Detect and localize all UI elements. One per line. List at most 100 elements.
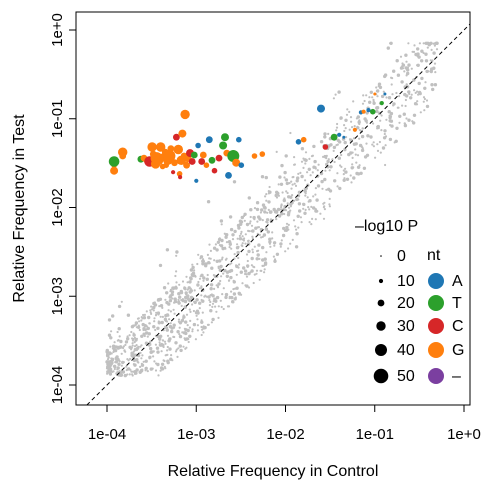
background-point bbox=[295, 179, 299, 183]
significant-point bbox=[342, 135, 346, 139]
background-point bbox=[308, 208, 311, 211]
background-point bbox=[263, 206, 267, 210]
background-point bbox=[360, 148, 365, 153]
background-point bbox=[124, 343, 127, 346]
background-point bbox=[285, 225, 289, 230]
background-point bbox=[177, 292, 181, 296]
size-legend-symbol bbox=[380, 255, 382, 257]
background-point bbox=[246, 265, 249, 268]
background-point bbox=[267, 200, 271, 204]
background-point bbox=[298, 209, 302, 213]
background-point bbox=[280, 204, 283, 207]
background-point bbox=[422, 96, 426, 99]
background-point bbox=[140, 344, 143, 347]
background-point bbox=[184, 291, 188, 295]
background-point bbox=[255, 269, 259, 272]
background-point bbox=[363, 155, 368, 159]
background-point bbox=[173, 297, 177, 301]
background-point bbox=[380, 94, 385, 99]
background-point bbox=[417, 81, 421, 86]
background-point bbox=[228, 246, 231, 249]
background-point bbox=[356, 172, 361, 176]
background-point bbox=[125, 365, 128, 368]
background-point bbox=[124, 340, 129, 344]
background-point bbox=[376, 143, 379, 146]
background-point bbox=[144, 341, 149, 345]
background-point bbox=[155, 362, 158, 365]
background-point bbox=[196, 329, 199, 332]
background-point bbox=[121, 370, 126, 374]
background-point bbox=[286, 213, 291, 217]
background-point bbox=[362, 166, 367, 170]
background-point bbox=[193, 300, 196, 303]
background-point bbox=[219, 264, 223, 269]
background-point bbox=[405, 85, 410, 89]
background-point bbox=[157, 313, 160, 316]
background-point bbox=[303, 189, 307, 193]
background-point bbox=[287, 206, 291, 209]
background-point bbox=[113, 348, 118, 353]
background-point bbox=[247, 249, 251, 254]
background-point bbox=[244, 242, 247, 245]
background-point bbox=[140, 319, 143, 322]
significant-point bbox=[211, 167, 218, 174]
background-point bbox=[209, 249, 212, 252]
background-point bbox=[219, 299, 222, 302]
background-point bbox=[229, 275, 233, 280]
background-point bbox=[185, 275, 188, 278]
significant-point bbox=[180, 109, 190, 120]
background-point bbox=[167, 302, 171, 306]
background-point bbox=[361, 102, 365, 105]
background-point bbox=[129, 357, 132, 360]
background-point bbox=[375, 90, 378, 93]
background-point bbox=[336, 122, 339, 126]
background-point bbox=[260, 269, 263, 272]
background-point bbox=[164, 298, 167, 301]
background-point bbox=[388, 119, 392, 123]
significant-point bbox=[379, 101, 384, 106]
background-point bbox=[418, 91, 422, 96]
background-point bbox=[311, 217, 314, 220]
background-point bbox=[430, 48, 433, 52]
background-point bbox=[349, 151, 353, 155]
background-point bbox=[220, 223, 223, 226]
background-point bbox=[154, 343, 157, 346]
background-point bbox=[297, 198, 300, 201]
background-point bbox=[286, 202, 289, 205]
background-point bbox=[164, 354, 167, 357]
background-point bbox=[130, 348, 133, 351]
background-point bbox=[322, 217, 326, 220]
background-point bbox=[432, 51, 436, 55]
background-point bbox=[195, 314, 198, 317]
background-point bbox=[241, 244, 244, 248]
background-point bbox=[400, 80, 404, 84]
size-legend-symbol bbox=[377, 299, 385, 307]
background-point bbox=[175, 300, 178, 303]
background-point bbox=[166, 359, 170, 363]
background-point bbox=[152, 305, 156, 310]
background-point bbox=[268, 210, 273, 214]
background-point bbox=[191, 330, 194, 333]
background-point bbox=[144, 369, 147, 372]
background-point bbox=[159, 304, 164, 308]
background-point bbox=[355, 161, 358, 164]
background-point bbox=[178, 334, 183, 339]
background-point bbox=[211, 302, 215, 305]
significant-point bbox=[366, 108, 371, 113]
background-point bbox=[263, 268, 266, 271]
background-point bbox=[212, 300, 215, 303]
background-point bbox=[296, 176, 300, 180]
background-point bbox=[175, 348, 178, 351]
background-point bbox=[191, 271, 196, 275]
background-point bbox=[178, 344, 182, 348]
background-point bbox=[434, 71, 437, 74]
background-point bbox=[285, 181, 289, 186]
background-point bbox=[389, 41, 393, 45]
background-point bbox=[261, 258, 265, 262]
background-point bbox=[272, 207, 276, 212]
background-point bbox=[378, 140, 381, 144]
background-point bbox=[264, 195, 267, 198]
background-point bbox=[116, 368, 119, 371]
background-point bbox=[292, 219, 296, 222]
background-point bbox=[280, 163, 284, 168]
